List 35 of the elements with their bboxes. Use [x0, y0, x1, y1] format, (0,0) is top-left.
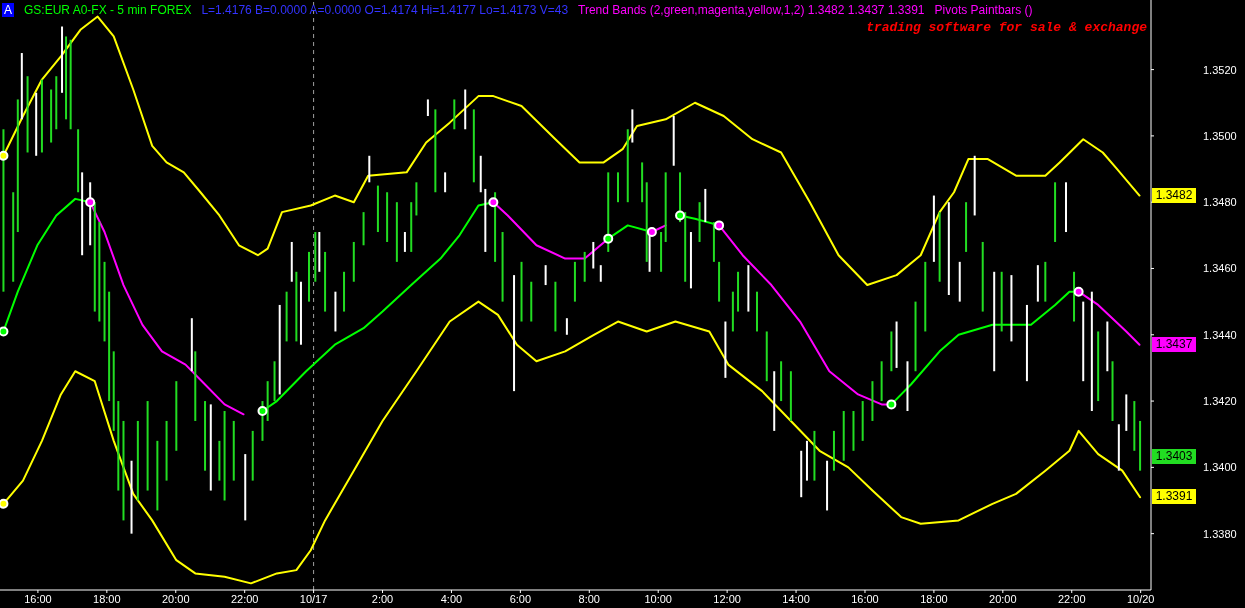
y-tick-label: 1.3380: [1203, 527, 1237, 540]
data-label: 1.3391: [1152, 489, 1196, 505]
y-tick-label: 1.3480: [1203, 196, 1237, 209]
x-tick-label: 16:00: [24, 592, 52, 605]
chart-subtitle: L=1.4176 B=0.0000 A=0.0000 O=1.4174 Hi=1.4177 Lo=1.4173 V=43: [201, 3, 569, 17]
x-tick-label: 18:00: [93, 592, 121, 605]
y-tick-label: 1.3460: [1203, 262, 1237, 275]
x-tick-label: 10/20: [1126, 592, 1155, 605]
x-tick-label: 8:00: [578, 592, 600, 605]
y-tick-label: 1.3440: [1203, 328, 1237, 341]
x-tick-label: 12:00: [713, 592, 741, 605]
data-label: 1.3482: [1152, 187, 1196, 203]
y-tick-label: 1.3400: [1203, 461, 1237, 474]
x-tick-label: 10:00: [644, 592, 672, 605]
x-tick-label: 16:00: [851, 592, 879, 605]
x-tick-label: 22:00: [230, 592, 259, 605]
annotation: Pivots Paintbars (): [934, 3, 1033, 17]
y-tick-label: 1.3500: [1203, 129, 1237, 142]
y-tick-label: 1.3420: [1203, 394, 1237, 407]
x-tick-label: 20:00: [161, 592, 190, 605]
annotation: 1.3403: [1152, 449, 1197, 465]
x-tick-label: 18:00: [920, 592, 948, 605]
x-tick-label: 4:00: [440, 592, 463, 605]
annotation: Trend Bands (2,green,magenta,yellow,1,2) 1.3482 1.3437 1.3391: [578, 3, 925, 17]
annotation: trading software for sale & exchange: [866, 20, 1147, 35]
x-tick-label: 6:00: [509, 592, 532, 605]
data-label: 1.3437: [1152, 336, 1196, 352]
y-tick-label: 1.3520: [1203, 63, 1237, 76]
x-tick-label: 2:00: [371, 592, 394, 605]
x-tick-label: 14:00: [782, 592, 810, 605]
x-tick-label: 22:00: [1057, 592, 1086, 605]
chart-title: GS:EUR A0-FX - 5 min FOREX: [24, 3, 192, 17]
x-tick-label: 20:00: [989, 592, 1017, 605]
letter-badge: A: [2, 3, 14, 17]
x-tick-label: 10/17: [299, 592, 328, 605]
